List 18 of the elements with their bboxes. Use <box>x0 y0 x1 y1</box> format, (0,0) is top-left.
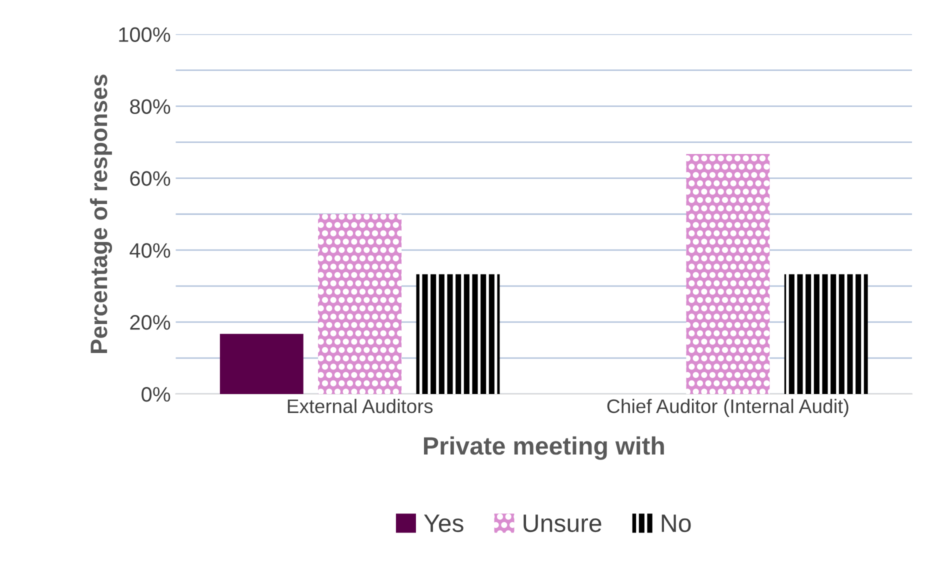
y-tick-label: 20% <box>130 315 170 330</box>
y-axis-title: Percentage of responses <box>90 74 112 353</box>
y-tick-label: 100% <box>119 27 170 42</box>
bar <box>686 154 770 394</box>
y-tick-label: 60% <box>130 171 170 186</box>
x-tick-label: External Auditors <box>288 398 433 414</box>
legend-label: Unsure <box>524 514 602 532</box>
y-tick-label: 80% <box>130 99 170 114</box>
bar <box>416 274 500 394</box>
x-tick-label: Chief Auditor (Internal Audit) <box>607 398 848 417</box>
y-tick-label: 40% <box>130 243 170 258</box>
legend-label: Yes <box>424 514 464 532</box>
bar <box>220 334 304 394</box>
y-tick-label: 0% <box>142 386 170 402</box>
bar <box>318 214 402 394</box>
bar <box>784 274 868 394</box>
legend-label: No <box>662 514 691 532</box>
x-axis-title: Private meeting with <box>424 436 664 460</box>
